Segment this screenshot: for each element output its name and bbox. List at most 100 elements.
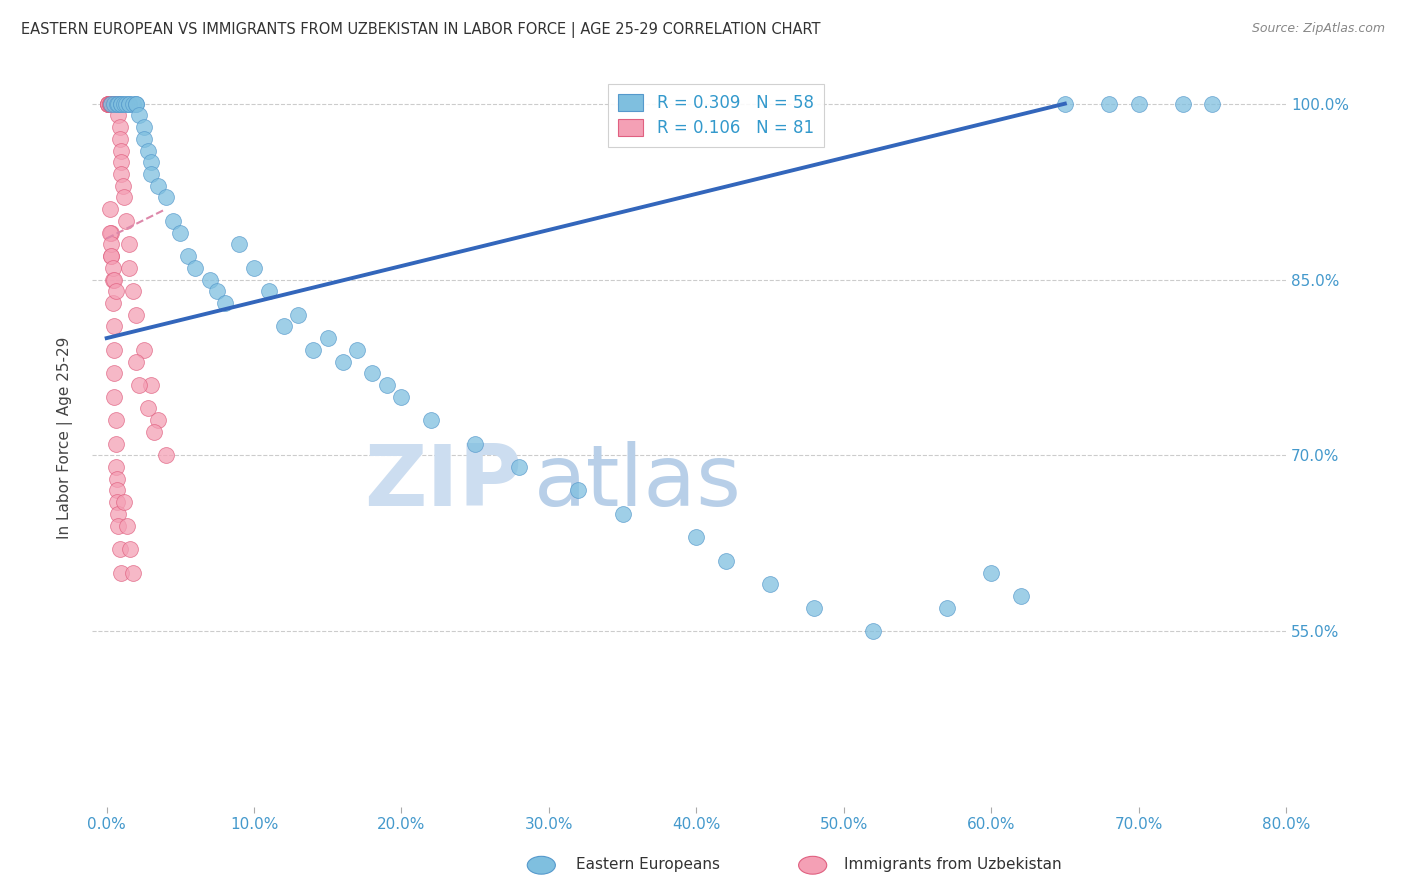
Point	[105, 472, 128, 486]
Point	[110, 155, 132, 169]
Point	[464, 436, 486, 450]
Point	[198, 272, 221, 286]
Point	[1010, 589, 1032, 603]
Point	[100, 237, 122, 252]
Point	[273, 319, 295, 334]
Point	[118, 96, 141, 111]
Text: Immigrants from Uzbekistan: Immigrants from Uzbekistan	[844, 857, 1062, 872]
Point	[125, 308, 148, 322]
Point	[110, 144, 132, 158]
Point	[104, 460, 127, 475]
Point	[128, 108, 150, 122]
Point	[97, 96, 120, 111]
Point	[103, 96, 125, 111]
Point	[100, 96, 122, 111]
Point	[375, 378, 398, 392]
Point	[101, 296, 124, 310]
Point	[980, 566, 1002, 580]
Point	[136, 401, 159, 416]
Point	[105, 96, 128, 111]
Point	[103, 390, 125, 404]
Point	[139, 167, 162, 181]
Point	[1098, 96, 1121, 111]
Point	[420, 413, 443, 427]
Point	[105, 96, 128, 111]
Point	[184, 260, 207, 275]
Point	[302, 343, 325, 357]
Point	[107, 507, 129, 521]
Point	[114, 214, 136, 228]
Point	[243, 260, 266, 275]
Point	[567, 483, 589, 498]
Point	[361, 366, 384, 380]
Point	[110, 96, 132, 111]
Point	[685, 530, 707, 544]
Point	[100, 96, 122, 111]
Legend: R = 0.309   N = 58, R = 0.106   N = 81: R = 0.309 N = 58, R = 0.106 N = 81	[609, 84, 824, 147]
Point	[139, 155, 162, 169]
Point	[104, 96, 127, 111]
Point	[110, 566, 132, 580]
Point	[101, 96, 124, 111]
Point	[1053, 96, 1076, 111]
Point	[214, 296, 236, 310]
Point	[103, 96, 125, 111]
Point	[105, 96, 128, 111]
Point	[98, 96, 121, 111]
Point	[132, 132, 155, 146]
Point	[803, 600, 825, 615]
Point	[132, 120, 155, 135]
Point	[125, 96, 148, 111]
Point	[862, 624, 884, 639]
Point	[101, 272, 124, 286]
Point	[257, 284, 280, 298]
Point	[103, 96, 125, 111]
Point	[122, 284, 145, 298]
Point	[139, 378, 162, 392]
Point	[108, 542, 131, 557]
Point	[391, 390, 413, 404]
Text: atlas: atlas	[534, 441, 742, 524]
Point	[101, 260, 124, 275]
Point	[346, 343, 368, 357]
Point	[207, 284, 229, 298]
Point	[177, 249, 200, 263]
Point	[332, 354, 354, 368]
Point	[104, 96, 127, 111]
Point	[110, 96, 132, 111]
Point	[148, 413, 170, 427]
Point	[98, 96, 121, 111]
Y-axis label: In Labor Force | Age 25-29: In Labor Force | Age 25-29	[58, 336, 73, 539]
Point	[100, 226, 122, 240]
Point	[107, 96, 129, 111]
Point	[103, 366, 125, 380]
Text: EASTERN EUROPEAN VS IMMIGRANTS FROM UZBEKISTAN IN LABOR FORCE | AGE 25-29 CORREL: EASTERN EUROPEAN VS IMMIGRANTS FROM UZBE…	[21, 22, 821, 38]
Point	[759, 577, 782, 591]
Point	[101, 96, 124, 111]
Point	[103, 96, 125, 111]
Point	[100, 249, 122, 263]
Point	[125, 96, 148, 111]
Point	[97, 96, 120, 111]
Point	[128, 378, 150, 392]
Point	[103, 343, 125, 357]
Text: Source: ZipAtlas.com: Source: ZipAtlas.com	[1251, 22, 1385, 36]
Text: Eastern Europeans: Eastern Europeans	[576, 857, 720, 872]
Point	[97, 96, 120, 111]
Point	[104, 413, 127, 427]
Point	[107, 96, 129, 111]
Point	[107, 108, 129, 122]
Point	[105, 483, 128, 498]
Point	[136, 144, 159, 158]
Point	[228, 237, 250, 252]
Point	[105, 96, 128, 111]
Point	[104, 436, 127, 450]
Point	[103, 96, 125, 111]
Point	[1171, 96, 1194, 111]
Point	[169, 226, 191, 240]
Point	[103, 96, 125, 111]
Point	[108, 132, 131, 146]
Point	[112, 495, 135, 509]
Point	[104, 284, 127, 298]
Point	[118, 237, 141, 252]
